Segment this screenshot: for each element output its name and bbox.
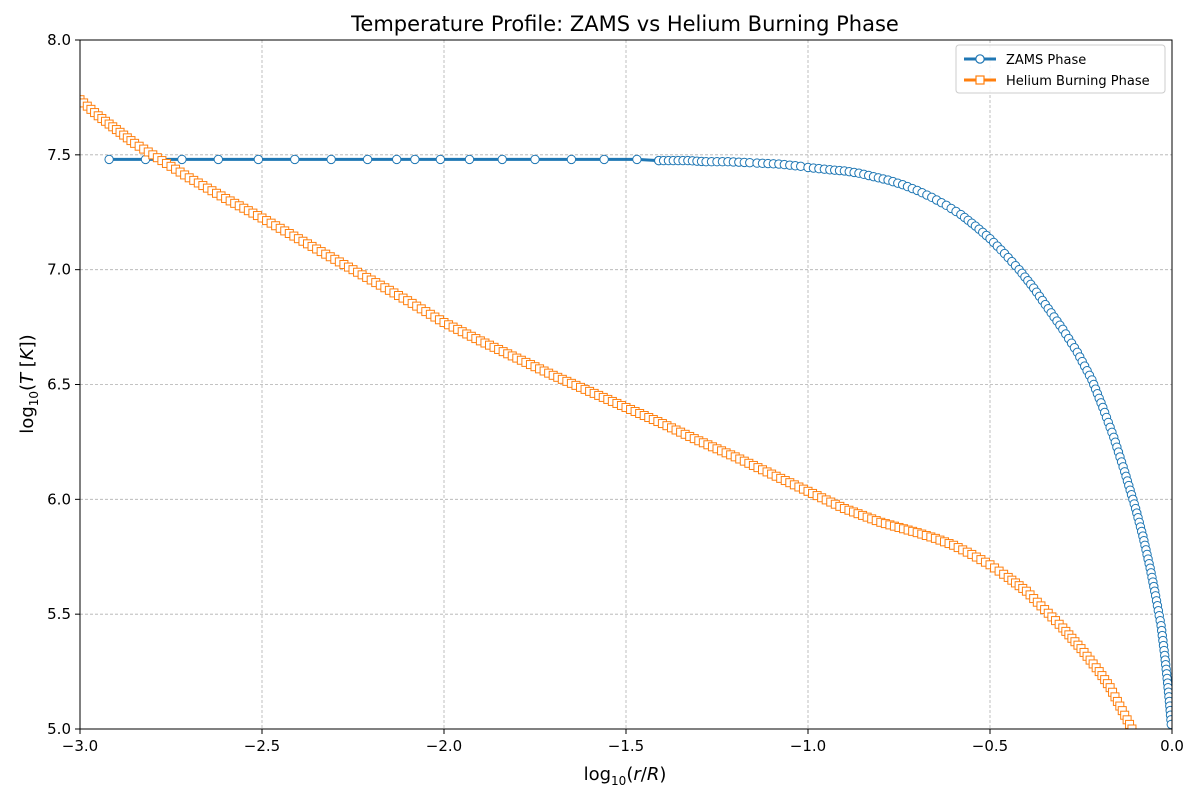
y-tick-label: 7.0: [47, 261, 71, 279]
y-tick-label: 8.0: [47, 31, 71, 49]
legend-label: ZAMS Phase: [1006, 53, 1086, 68]
data-point: [464, 154, 475, 165]
legend-marker: [975, 54, 985, 64]
x-tick-label: −0.5: [972, 737, 1008, 755]
x-tick-label: −1.0: [790, 737, 826, 755]
y-axis-label: log10(T [K]): [17, 334, 41, 433]
grid-layer: [79, 39, 1173, 730]
chart-title: Temperature Profile: ZAMS vs Helium Burn…: [350, 12, 899, 36]
y-tick-label: 6.5: [47, 376, 71, 394]
data-point: [497, 154, 507, 165]
series-layer: [80, 95, 1172, 729]
ticks-layer: −3.0 −2.5 −2.0 −1.5 −1.0 −0.5 0.0 5.0 5.5 6.0 6.5 7…: [47, 31, 1184, 755]
legend-entry: Helium Burning Phase: [964, 74, 1150, 89]
data-point: [213, 154, 224, 165]
legend: ZAMS Phase Helium Burning Phase: [955, 44, 1166, 94]
series-helium-burning: [80, 95, 1137, 729]
legend-entries: ZAMS Phase Helium Burning Phase: [964, 53, 1150, 89]
data-point: [1166, 719, 1172, 729]
data-point: [362, 154, 373, 165]
legend-marker: [975, 75, 985, 85]
data-point: [435, 154, 446, 165]
y-tick-label: 6.0: [47, 490, 71, 508]
data-point: [1127, 724, 1137, 729]
legend-box: [955, 44, 1166, 94]
data-point: [410, 154, 420, 165]
x-tick-label: −2.5: [244, 737, 280, 755]
x-tick-label: 0.0: [1160, 737, 1184, 755]
x-tick-label: −1.5: [608, 737, 644, 755]
data-point: [104, 154, 114, 165]
data-point: [290, 154, 300, 165]
data-point: [599, 154, 609, 165]
data-point: [326, 154, 336, 165]
y-tick-label: 5.0: [47, 720, 71, 738]
legend-entry: ZAMS Phase: [964, 53, 1086, 68]
y-tick-label: 5.5: [47, 605, 71, 623]
data-point: [253, 154, 264, 165]
data-point: [391, 154, 402, 165]
series-line: [109, 157, 1172, 725]
data-point: [566, 154, 577, 165]
x-axis-label: log10(r/R): [584, 764, 667, 788]
x-tick-label: −3.0: [62, 737, 98, 755]
x-tick-label: −2.0: [426, 737, 462, 755]
data-point: [177, 154, 187, 165]
legend-label: Helium Burning Phase: [1006, 74, 1150, 89]
data-point: [632, 154, 642, 165]
series-line: [80, 98, 1134, 729]
series-zams: [104, 154, 1172, 729]
data-point: [530, 154, 540, 165]
y-tick-label: 7.5: [47, 146, 71, 164]
